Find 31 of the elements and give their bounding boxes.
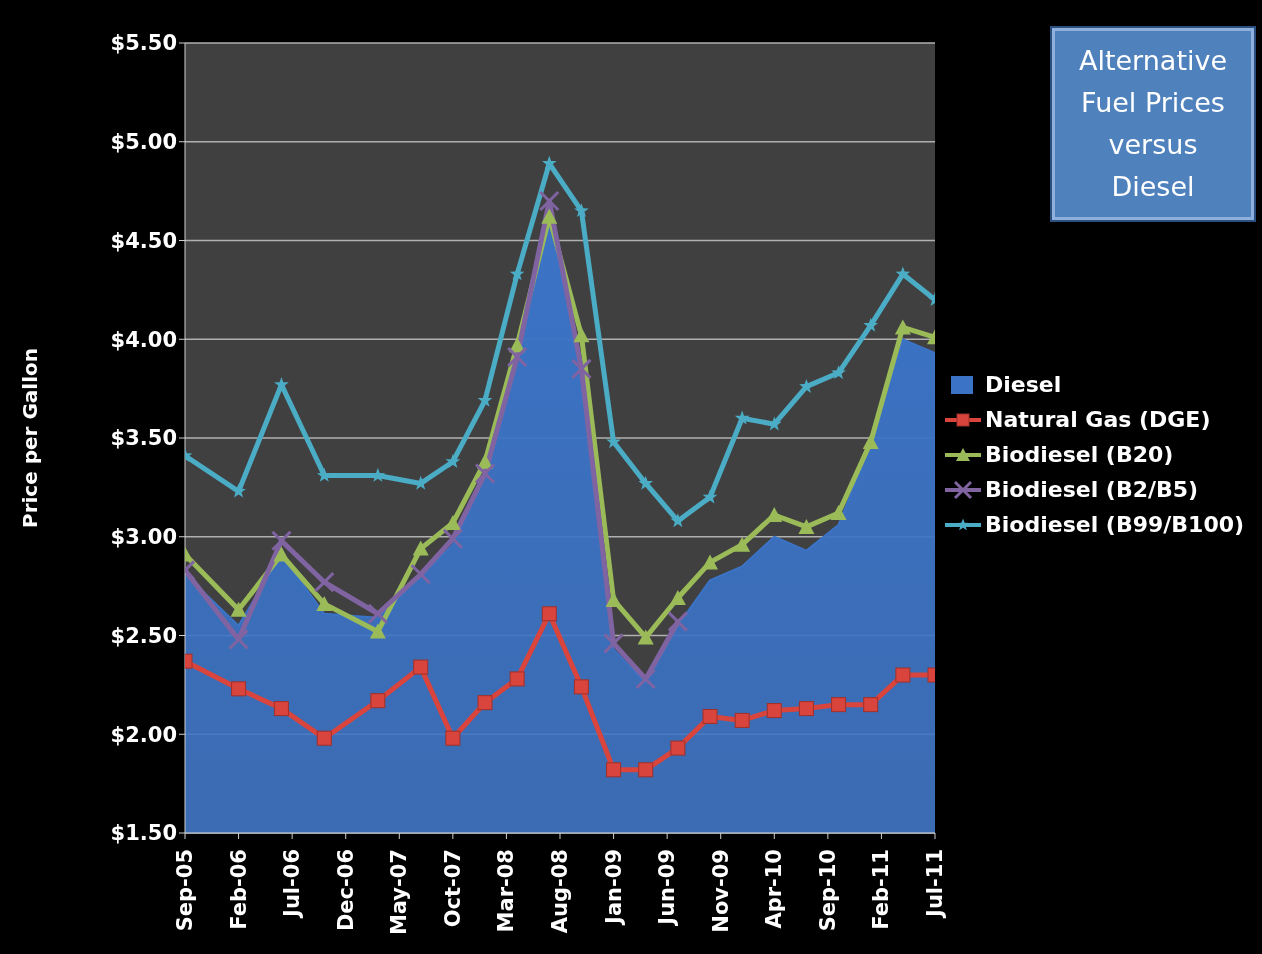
x-tick-label: Sep-10 [815,849,840,932]
y-tick-label: $2.00 [110,722,177,747]
x-tick-label: Feb-06 [226,849,251,930]
x-tick-label: Feb-11 [869,849,894,930]
x-tick-label: Jul-11 [923,849,947,919]
x-tick-label: Jul-06 [280,849,305,919]
x-tick-label: Jan-09 [601,849,626,926]
x-tick-label: Sep-05 [173,849,197,932]
x-tick-label: Aug-08 [548,849,572,934]
legend-label: Diesel [985,372,1062,397]
legend-label: Biodiesel (B99/B100) [985,512,1245,537]
x-tick-label: Jun-09 [655,849,680,927]
legend-label: Natural Gas (DGE) [985,407,1211,432]
y-tick-label: $3.50 [110,426,177,451]
x-tick-label: May-07 [387,849,412,936]
y-tick-label: $4.00 [110,327,177,352]
y-tick-label: $4.50 [110,228,177,253]
x-tick-label: Apr-10 [762,849,787,929]
x-tick-label: Dec-06 [333,849,358,932]
legend-label: Biodiesel (B2/B5) [985,477,1199,502]
x-tick-label: Nov-09 [708,849,733,933]
y-tick-label: $5.50 [110,31,177,56]
y-axis-title: Price per Gallon [18,347,43,529]
y-tick-label: $1.50 [110,821,177,846]
x-tick-label: Mar-08 [494,849,519,933]
y-tick-label: $5.00 [110,130,177,155]
text: Alternative Fuel Prices versus Diesel [1077,44,1229,204]
x-tick-label: Oct-07 [440,849,465,928]
legend-label: Biodiesel (B20) [985,442,1174,467]
y-tick-label: $2.50 [110,623,177,648]
y-tick-label: $3.00 [110,525,177,550]
